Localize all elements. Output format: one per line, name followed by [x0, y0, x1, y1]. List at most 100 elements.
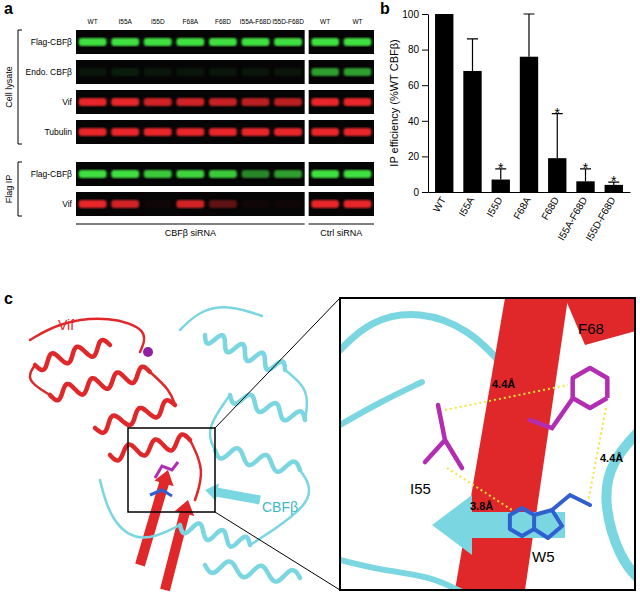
y-tick: 40	[408, 116, 428, 127]
inset	[340, 298, 635, 590]
band	[111, 128, 139, 136]
annotation: *	[583, 160, 589, 176]
strand	[565, 298, 635, 345]
coil	[340, 315, 500, 362]
error-bar	[523, 14, 534, 57]
helix	[35, 340, 110, 370]
band	[144, 68, 172, 76]
band	[144, 170, 172, 178]
panel-label: c	[4, 290, 13, 307]
zoom-box	[128, 428, 215, 512]
strand	[205, 483, 261, 504]
blot-strip	[309, 60, 374, 84]
lane-label: I55A-F68D	[240, 18, 272, 25]
y-tick-label: 60	[408, 80, 420, 91]
helix	[50, 367, 150, 401]
band	[209, 128, 237, 136]
coil	[100, 480, 180, 538]
band	[111, 200, 139, 208]
y-tick: 60	[408, 80, 428, 91]
lane-label: I55D	[151, 18, 165, 25]
y-tick: 100	[402, 9, 428, 20]
group-label: CBFβ siRNA	[165, 228, 216, 238]
distance-label: 3.8Å	[470, 500, 493, 512]
residue-label: F68	[578, 320, 604, 337]
helix	[205, 335, 285, 370]
band	[79, 170, 107, 178]
band	[79, 128, 107, 136]
band	[176, 68, 204, 76]
plot-area	[435, 14, 623, 192]
bar	[576, 181, 594, 192]
coil	[340, 382, 422, 425]
section-label: Flag IP	[4, 175, 14, 204]
lane-label: WT	[88, 18, 98, 25]
bar	[492, 180, 510, 192]
y-tick-label: 40	[408, 116, 420, 127]
strand	[160, 500, 194, 591]
lane-label: F68A	[183, 18, 199, 25]
x-tick: F68A	[511, 195, 533, 221]
lane-label: F68D	[215, 18, 231, 25]
panel-a: WTI55AI55DF68AF68DI55A-F68DI55D-F68DWTWT…	[4, 18, 374, 238]
helix	[205, 561, 300, 581]
band	[311, 98, 339, 106]
bar	[463, 71, 481, 192]
residue-label: I55	[410, 480, 431, 497]
blot-strip	[76, 120, 305, 144]
y-tick: 0	[413, 187, 428, 198]
row-label: Vif	[62, 199, 72, 209]
x-axis-line	[429, 192, 631, 193]
band	[111, 98, 139, 106]
band	[176, 170, 204, 178]
overview	[30, 307, 309, 591]
x-tick-label: WT	[431, 195, 448, 214]
band	[79, 200, 107, 208]
band	[274, 200, 302, 208]
y-tick-mark	[422, 85, 428, 86]
lane-label: I55D-F68D	[272, 18, 304, 25]
band	[79, 68, 107, 76]
coil	[30, 319, 144, 352]
residue-ring	[534, 510, 562, 538]
lane-label: WT	[320, 18, 330, 25]
y-tick-label: 0	[413, 187, 419, 198]
section-bracket	[18, 162, 22, 216]
zoom-line	[215, 298, 340, 428]
y-tick-label: 20	[408, 151, 420, 162]
blot-strip	[309, 120, 374, 144]
group-line	[309, 224, 374, 225]
panel-c: VifCBFβ4.4Å3.8Å4.4ÅF68I55W5	[30, 298, 640, 592]
band	[344, 170, 372, 178]
band	[311, 68, 339, 76]
band	[176, 128, 204, 136]
zoom-line	[215, 512, 340, 590]
band	[274, 170, 302, 178]
band	[241, 128, 269, 136]
band	[311, 200, 339, 208]
helix	[110, 434, 190, 460]
strand	[432, 495, 565, 555]
band	[344, 98, 372, 106]
coil	[180, 307, 262, 330]
coil	[150, 372, 175, 405]
blot-strip	[76, 162, 305, 186]
band	[111, 68, 139, 76]
band	[209, 38, 237, 46]
coil	[30, 365, 50, 395]
row-label: Endo. CBFβ	[26, 67, 73, 77]
band	[274, 98, 302, 106]
band	[241, 200, 269, 208]
panel-label: a	[4, 0, 13, 17]
y-tick-label: 80	[408, 44, 420, 55]
group-label: Ctrl siRNA	[320, 228, 362, 238]
band	[241, 98, 269, 106]
row-label: Flag-CBFβ	[31, 169, 72, 179]
blot-strip	[309, 90, 374, 114]
y-tick: 20	[408, 151, 428, 162]
x-tick-label: I55A	[456, 195, 476, 219]
x-tick: I55D-F68D	[584, 195, 618, 243]
blot-strip	[76, 90, 305, 114]
panel-b: 020406080100WTI55AI55DF68AF68DI55A-F68DI…	[388, 9, 631, 243]
x-tick-label: I55D-F68D	[584, 195, 618, 243]
